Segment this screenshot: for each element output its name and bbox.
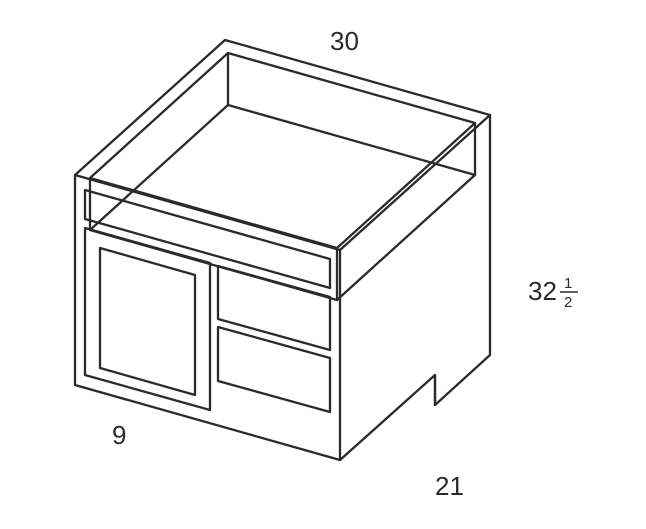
dim-depth: 21 — [435, 471, 464, 501]
dim-width: 30 — [330, 26, 359, 56]
dim-height: 32 — [528, 276, 557, 306]
front-drawer-2 — [218, 327, 330, 412]
cabinet-diagram: 30 9 21 32 1 2 — [0, 0, 646, 529]
right-side — [340, 345, 490, 460]
front-door-panel — [100, 248, 195, 395]
top-rim-inner — [90, 53, 475, 248]
dim-height-frac-den: 2 — [564, 294, 572, 311]
dim-height-frac-num: 1 — [564, 275, 572, 292]
front-door-outer — [85, 228, 210, 410]
dim-door: 9 — [112, 420, 126, 450]
interior-floor — [90, 105, 475, 300]
front-drawer-1 — [218, 266, 330, 350]
